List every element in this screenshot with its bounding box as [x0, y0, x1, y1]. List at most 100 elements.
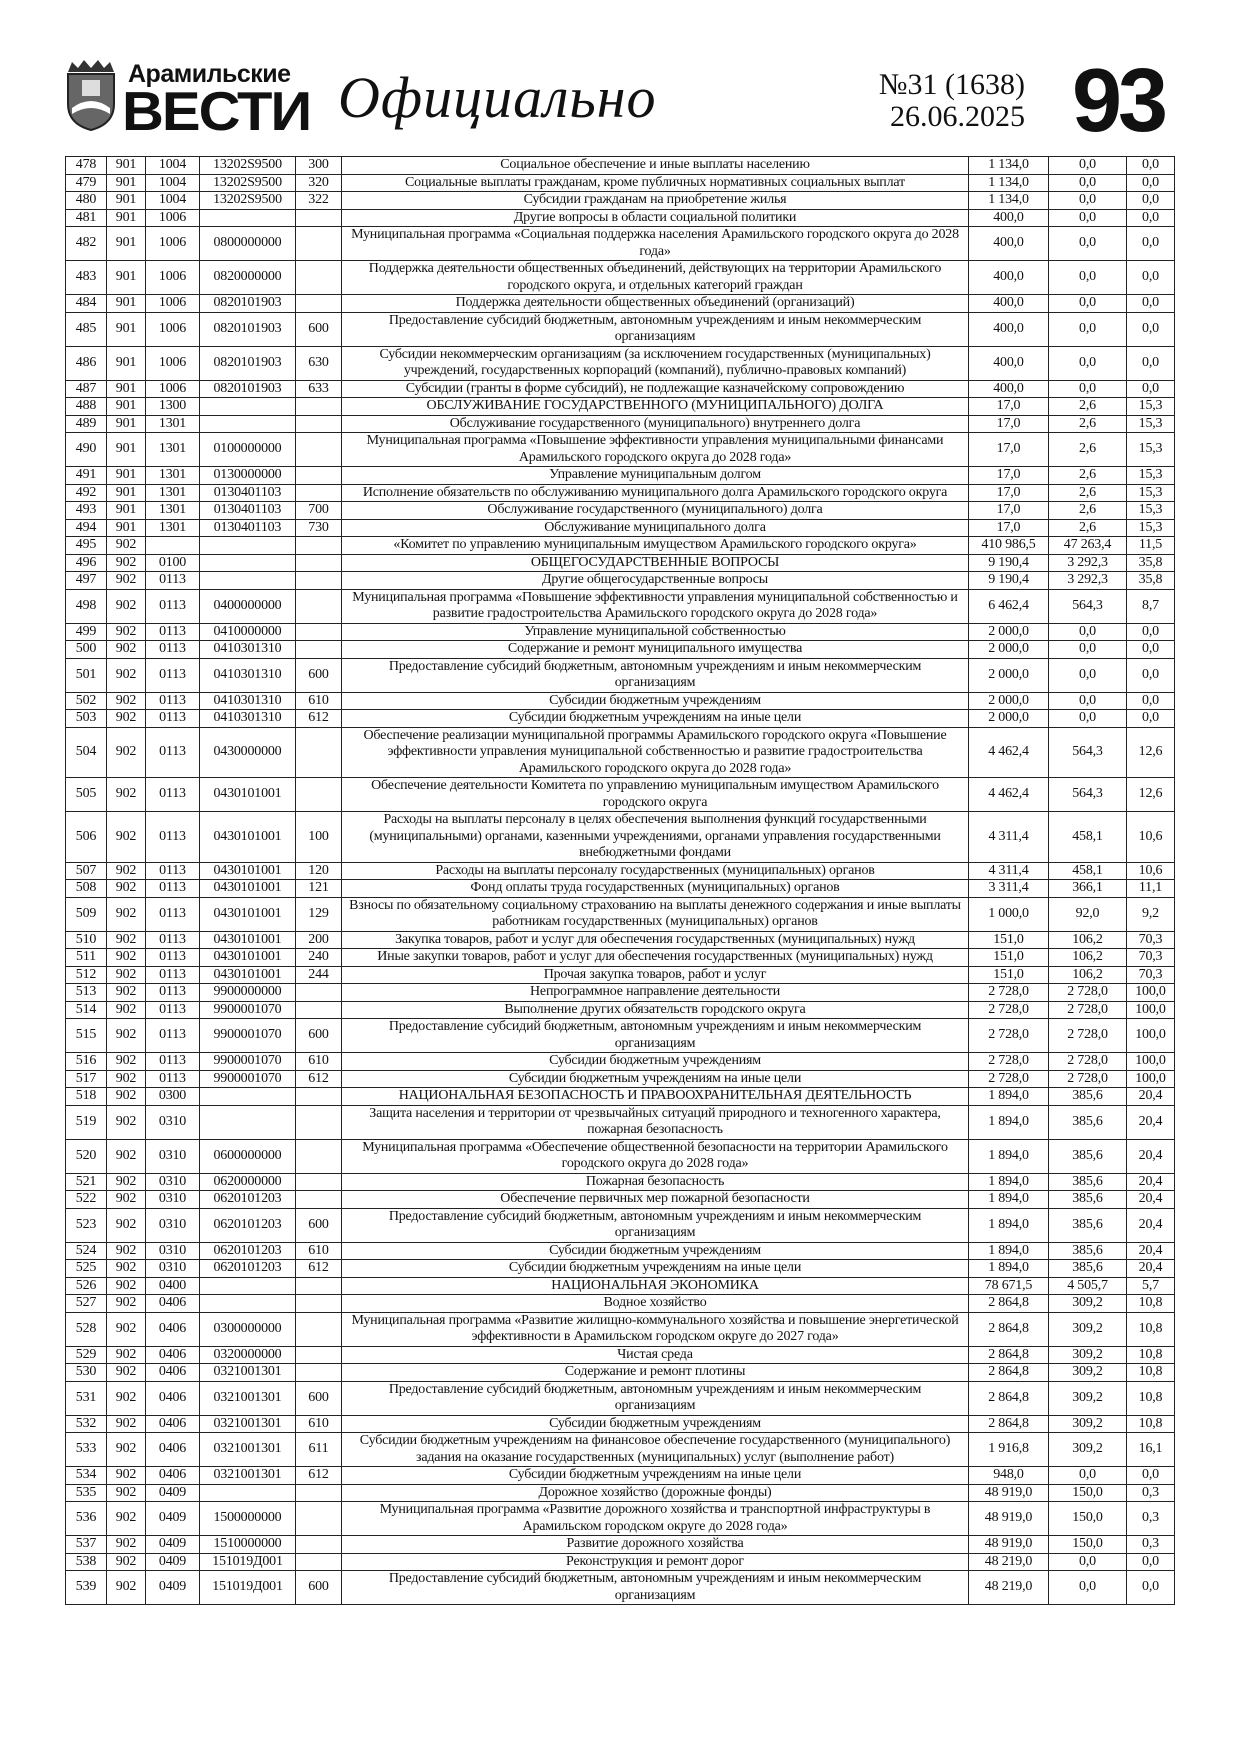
percent: 0,0	[1126, 345, 1175, 381]
item-name: Муниципальная программа «Социальная подд…	[341, 226, 969, 261]
percent: 20,4	[1126, 1190, 1175, 1209]
item-name: Субсидии гражданам на приобретение жилья	[341, 191, 969, 210]
row-number: 531	[65, 1380, 107, 1416]
row-number: 529	[65, 1345, 107, 1364]
section-code	[145, 536, 200, 555]
grbs-code: 902	[106, 1138, 146, 1174]
section-code: 0113	[145, 588, 200, 624]
target-code: 0430101001	[199, 861, 296, 880]
section-code: 1006	[145, 208, 200, 227]
actual-amount: 0,0	[1048, 294, 1127, 313]
row-number: 518	[65, 1087, 107, 1106]
target-code: 0430101001	[199, 811, 296, 863]
section-code: 0310	[145, 1138, 200, 1174]
section-code: 0113	[145, 896, 200, 932]
percent: 20,4	[1126, 1172, 1175, 1191]
expense-type: 600	[295, 657, 342, 693]
target-code: 0430000000	[199, 726, 296, 778]
section-code: 0113	[145, 1052, 200, 1071]
table-row: 481 901 1006 Другие вопросы в области социа…	[65, 208, 1175, 227]
target-code	[199, 1294, 296, 1313]
expense-type	[295, 294, 342, 313]
expense-type: 100	[295, 811, 342, 863]
section-code: 0113	[145, 983, 200, 1002]
target-code: 0620101203	[199, 1259, 296, 1278]
plan-amount: 1 916,8	[968, 1432, 1049, 1467]
actual-amount: 385,6	[1048, 1241, 1127, 1260]
row-number: 519	[65, 1104, 107, 1140]
plan-amount: 410 986,5	[968, 536, 1049, 555]
plan-amount: 151,0	[968, 948, 1049, 967]
section-code: 0406	[145, 1414, 200, 1433]
percent: 0,0	[1126, 622, 1175, 641]
section-code: 0409	[145, 1552, 200, 1571]
row-number: 498	[65, 588, 107, 624]
table-row: 519 902 0310 Защита населения и территории …	[65, 1104, 1175, 1140]
row-number: 488	[65, 397, 107, 416]
target-code: 0321001301	[199, 1414, 296, 1433]
target-code: 0820101903	[199, 311, 296, 347]
section-code: 0300	[145, 1087, 200, 1106]
target-code: 0320000000	[199, 1345, 296, 1364]
item-name: Муниципальная программа «Развитие жилищн…	[341, 1311, 969, 1347]
row-number: 527	[65, 1294, 107, 1313]
item-name: Предоставление субсидий бюджетным, автон…	[341, 1018, 969, 1053]
row-number: 517	[65, 1069, 107, 1088]
section-code: 1004	[145, 173, 200, 192]
plan-amount: 1 134,0	[968, 156, 1049, 175]
item-name: ОБСЛУЖИВАНИЕ ГОСУДАРСТВЕННОГО (МУНИЦИПАЛ…	[341, 397, 969, 416]
actual-amount: 2,6	[1048, 414, 1127, 433]
item-name: Субсидии бюджетным учреждениям на иные ц…	[341, 1466, 969, 1485]
plan-amount: 2 728,0	[968, 1018, 1049, 1053]
row-number: 515	[65, 1018, 107, 1053]
plan-amount: 2 864,8	[968, 1414, 1049, 1433]
percent: 12,6	[1126, 726, 1175, 778]
table-row: 488 901 1300 ОБСЛУЖИВАНИЕ ГОСУДАРСТВЕННОГО …	[65, 397, 1175, 416]
table-row: 480 901 1004 13202S9500 322 Субсидии граждана…	[65, 191, 1175, 210]
plan-amount: 4 462,4	[968, 777, 1049, 812]
actual-amount: 0,0	[1048, 173, 1127, 192]
plan-amount: 4 311,4	[968, 811, 1049, 863]
percent: 0,3	[1126, 1483, 1175, 1502]
target-code: 0130000000	[199, 466, 296, 485]
grbs-code: 902	[106, 571, 146, 590]
actual-amount: 385,6	[1048, 1190, 1127, 1209]
table-row: 534 902 0406 0321001301 612 Субсидии бюджетны…	[65, 1466, 1175, 1485]
item-name: Субсидии (гранты в форме субсидий), не п…	[341, 379, 969, 398]
section-code: 0400	[145, 1276, 200, 1295]
page-header: Арамильские ВЕСТИ Официально №31 (1638) …	[0, 0, 1241, 150]
table-row: 478 901 1004 13202S9500 300 Социальное обеспе…	[65, 156, 1175, 175]
plan-amount: 1 894,0	[968, 1190, 1049, 1209]
expense-type	[295, 622, 342, 641]
actual-amount: 385,6	[1048, 1138, 1127, 1174]
table-row: 495 902 «Комитет по управлению муниципальн…	[65, 536, 1175, 555]
grbs-code: 901	[106, 483, 146, 502]
grbs-code: 901	[106, 191, 146, 210]
table-row: 491 901 1301 0130000000 Управление муниципал…	[65, 466, 1175, 485]
table-row: 499 902 0113 0410000000 Управление муниципал…	[65, 622, 1175, 641]
plan-amount: 4 462,4	[968, 726, 1049, 778]
item-name: Субсидии бюджетным учреждениям на иные ц…	[341, 709, 969, 728]
actual-amount: 92,0	[1048, 896, 1127, 932]
section-code: 1006	[145, 379, 200, 398]
row-number: 522	[65, 1190, 107, 1209]
section-code: 0310	[145, 1190, 200, 1209]
page-number: 93	[1072, 51, 1168, 151]
plan-amount: 1 894,0	[968, 1104, 1049, 1140]
actual-amount: 564,3	[1048, 777, 1127, 812]
percent: 35,8	[1126, 553, 1175, 572]
section-code: 0406	[145, 1432, 200, 1467]
item-name: Предоставление субсидий бюджетным, автон…	[341, 311, 969, 347]
actual-amount: 385,6	[1048, 1172, 1127, 1191]
expense-type: 120	[295, 861, 342, 880]
section-code: 0406	[145, 1311, 200, 1347]
row-number: 500	[65, 640, 107, 659]
percent: 70,3	[1126, 965, 1175, 984]
table-row: 523 902 0310 0620101203 600 Предоставление су…	[65, 1207, 1175, 1243]
item-name: Субсидии некоммерческим организациям (за…	[341, 345, 969, 381]
plan-amount: 3 311,4	[968, 879, 1049, 898]
percent: 10,6	[1126, 861, 1175, 880]
row-number: 528	[65, 1311, 107, 1347]
item-name: Непрограммное направление деятельности	[341, 983, 969, 1002]
percent: 16,1	[1126, 1432, 1175, 1467]
